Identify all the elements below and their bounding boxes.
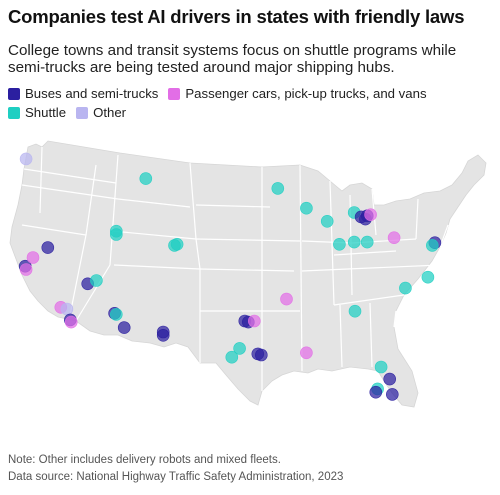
test-site-point <box>387 231 401 244</box>
state-border-line <box>195 204 271 208</box>
state-borders <box>21 146 449 391</box>
test-site-point <box>168 239 181 252</box>
us-outline-shape <box>9 140 487 408</box>
test-site-point <box>300 346 313 360</box>
legend-label-buses: Buses and semi-trucks <box>25 86 159 101</box>
test-site-point <box>425 239 439 252</box>
test-site-point <box>64 315 78 329</box>
state-border-line <box>439 224 449 248</box>
state-border-line <box>109 154 119 266</box>
test-site-point <box>225 350 239 364</box>
legend-item-other: Other <box>76 105 126 120</box>
legend-label-shuttle: Shuttle <box>25 105 67 120</box>
test-site-point <box>385 388 399 401</box>
chart-title: Companies test AI drivers in states with… <box>8 6 465 27</box>
state-border-line <box>189 162 201 363</box>
us-land <box>9 140 487 408</box>
test-site-point <box>383 372 397 386</box>
legend-item-passenger: Passenger cars, pick-up trucks, and vans <box>168 86 427 101</box>
test-site-point <box>320 215 334 228</box>
test-site-point <box>360 235 374 249</box>
test-site-point <box>421 270 435 284</box>
test-site-point <box>364 208 377 221</box>
state-border-line <box>301 264 441 272</box>
test-site-point <box>60 302 74 316</box>
legend: Buses and semi-trucks Passenger cars, pi… <box>8 84 496 122</box>
note-text: Note: Other includes delivery robots and… <box>8 454 281 466</box>
test-site-point <box>90 274 103 287</box>
test-site-point <box>347 235 361 249</box>
state-border-line <box>21 184 119 200</box>
legend-swatch-buses <box>8 87 20 100</box>
test-site-point <box>348 304 362 318</box>
test-sites <box>18 152 442 401</box>
state-border-line <box>199 268 295 272</box>
state-border-line <box>39 146 43 214</box>
state-border-line <box>329 180 335 306</box>
state-border-line <box>299 164 303 372</box>
chart-subtitle: College towns and transit systems focus … <box>8 42 457 76</box>
legend-label-passenger: Passenger cars, pick-up trucks, and vans <box>185 86 427 101</box>
legend-swatch-other <box>76 106 89 119</box>
state-border-line <box>113 264 201 270</box>
us-map <box>9 140 487 408</box>
test-site-point <box>254 348 268 362</box>
test-site-point <box>41 241 55 254</box>
legend-label-other: Other <box>93 105 127 120</box>
state-border-line <box>393 310 397 328</box>
test-site-point <box>110 308 123 321</box>
test-site-point <box>300 201 313 215</box>
test-site-point <box>233 342 246 355</box>
test-site-point <box>333 238 346 251</box>
legend-item-shuttle: Shuttle <box>8 105 66 120</box>
state-border-line <box>339 304 343 368</box>
test-site-point <box>19 263 33 276</box>
test-site-point <box>271 182 285 195</box>
test-site-point <box>19 152 33 166</box>
test-site-point <box>117 321 131 334</box>
legend-swatch-passenger <box>168 87 181 100</box>
test-site-point <box>110 224 123 238</box>
test-site-point <box>248 314 261 328</box>
test-site-point <box>369 385 383 399</box>
footnotes: Note: Other includes delivery robots and… <box>8 452 343 486</box>
state-border-line <box>415 198 419 240</box>
legend-item-buses: Buses and semi-trucks <box>8 86 158 101</box>
state-border-line <box>195 238 301 242</box>
test-site-point <box>156 329 170 342</box>
state-border-line <box>85 164 97 236</box>
test-site-point <box>26 251 40 264</box>
source-text: Data source: National Highway Traffic Sa… <box>8 471 344 483</box>
state-border-line <box>333 250 397 256</box>
test-site-point <box>139 172 153 185</box>
legend-row-1: Buses and semi-trucks Passenger cars, pi… <box>8 84 496 103</box>
state-border-line <box>369 302 373 368</box>
state-border-line <box>23 168 117 184</box>
test-site-point <box>280 292 293 306</box>
legend-row-2: Shuttle Other <box>8 103 496 122</box>
state-border-line <box>111 230 197 240</box>
test-site-point <box>399 281 412 295</box>
legend-swatch-shuttle <box>8 106 20 119</box>
state-border-line <box>333 294 405 306</box>
test-site-point <box>374 360 388 374</box>
state-border-line <box>75 264 111 322</box>
state-border-line <box>117 198 191 208</box>
